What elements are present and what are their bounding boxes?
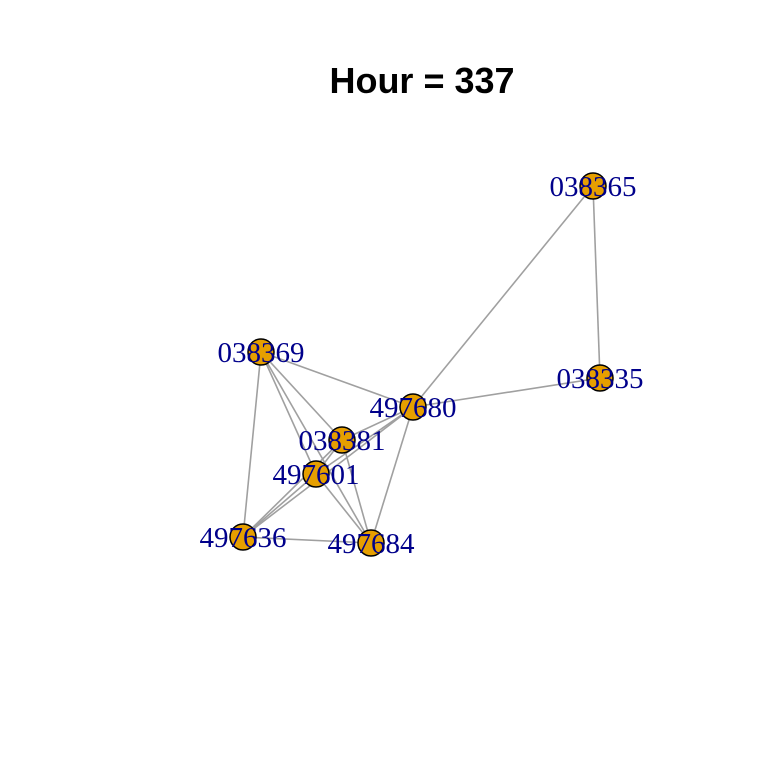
node-label-038365: 038365 [550,171,637,203]
edge-497680-497601 [315,406,414,475]
edge-497680-497684 [370,406,414,544]
edge-038369-497680 [260,351,414,408]
node-label-497636: 497636 [200,522,287,554]
node-497680 [399,393,427,421]
edge-497601-497636 [242,473,317,538]
node-label-497680: 497680 [370,392,457,424]
node-038365 [579,172,607,200]
edge-497636-497684 [242,536,372,544]
edge-038335-497680 [412,377,601,408]
graph-title: Hour = 337 [329,60,514,101]
node-label-038381: 038381 [299,425,386,457]
node-label-497601: 497601 [273,459,360,491]
node-038369 [247,338,275,366]
edge-038381-497684 [341,439,372,544]
node-layer [229,172,614,557]
edge-layer [242,185,601,544]
edge-038365-038335 [592,185,601,379]
edge-038365-497680 [412,185,594,408]
edge-497601-497684 [315,473,372,544]
node-label-497684: 497684 [328,528,416,560]
edge-038381-497636 [242,439,343,538]
node-497636 [229,523,257,551]
node-label-038369: 038369 [218,337,305,369]
edge-038369-497601 [260,351,317,475]
edge-038369-038381 [260,351,343,441]
node-497601 [302,460,330,488]
node-497684 [357,529,385,557]
node-038381 [328,426,356,454]
edge-038369-497636 [242,351,262,538]
edge-038369-497684 [260,351,372,544]
node-label-038335: 038335 [557,363,644,395]
node-038335 [586,364,614,392]
